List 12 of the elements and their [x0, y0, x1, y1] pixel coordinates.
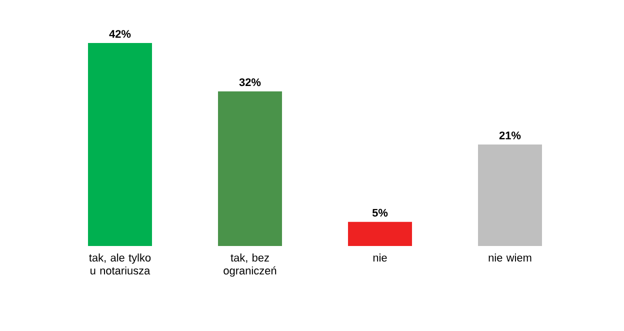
data-label: 42%	[109, 30, 131, 38]
data-label: 21%	[499, 132, 521, 140]
data-label: 32%	[239, 78, 261, 86]
x-tick-label: tak, bez ograniczeń	[224, 254, 276, 277]
bar	[478, 144, 542, 246]
x-tick-label: nie	[373, 254, 387, 262]
bar	[348, 222, 412, 246]
data-label: 5%	[372, 208, 388, 217]
bar	[88, 42, 152, 246]
bar	[218, 91, 282, 246]
x-tick-label: tak, ale tylko u notariusza	[89, 254, 151, 275]
x-tick-label: nie wiem	[488, 254, 532, 262]
